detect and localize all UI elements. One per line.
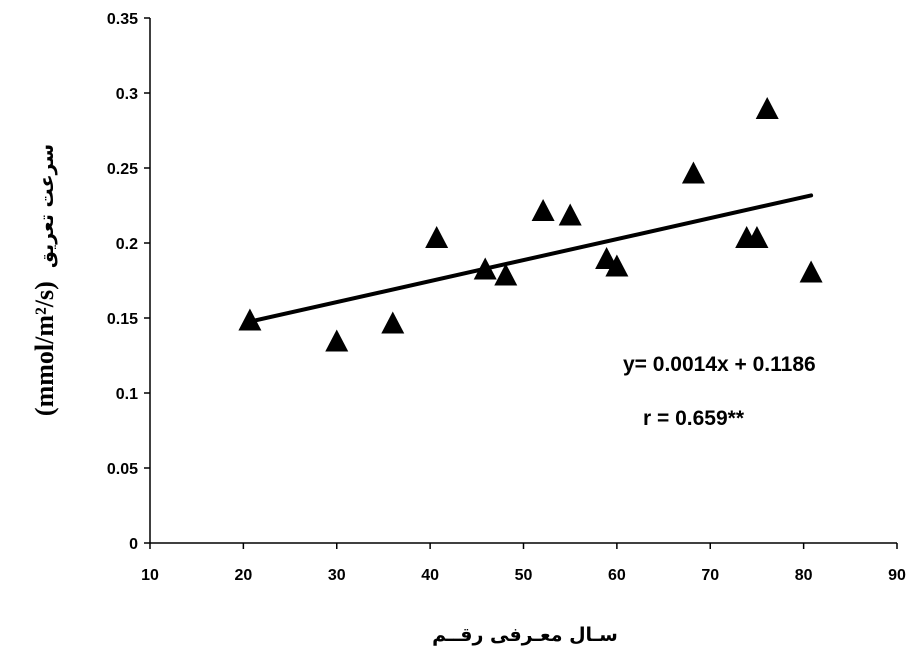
data-point <box>799 260 823 283</box>
r-annotation: r = 0.659** <box>643 407 745 430</box>
x-tick-label: 60 <box>608 567 626 584</box>
y-tick-label: 0 <box>129 536 138 553</box>
data-point <box>558 203 582 226</box>
y-tick-label: 0.05 <box>107 461 138 478</box>
x-tick-label: 70 <box>701 567 719 584</box>
y-axis-title-text: (mmol/m²/s) سرعت تعریق <box>30 144 59 416</box>
equation-annotation: y= 0.0014x + 0.1186 <box>623 353 816 376</box>
trendline-group <box>247 193 814 324</box>
data-point <box>605 254 629 277</box>
data-point <box>425 226 449 248</box>
y-tick-label: 0.25 <box>107 161 138 178</box>
x-tick-label: 80 <box>795 567 813 584</box>
y-axis-title: سرعت تعریق <box>36 144 58 268</box>
x-tick-label: 50 <box>515 567 533 584</box>
y-axis: 0 0.05 0.1 0.15 0.2 0.25 0.3 0.35 <box>107 11 151 553</box>
y-tick-label: 0.35 <box>107 11 138 28</box>
data-point <box>473 257 497 280</box>
y-axis-unit: (mmol/m²/s) <box>30 281 59 416</box>
data-point <box>745 226 769 248</box>
data-point <box>755 97 779 119</box>
y-tick-label: 0.2 <box>116 236 138 253</box>
x-axis: 10 20 30 40 50 60 70 80 90 <box>141 542 906 584</box>
y-axis-title-group: (mmol/m²/s) سرعت تعریق <box>30 144 59 416</box>
data-points <box>238 97 823 352</box>
data-point <box>531 199 555 221</box>
x-axis-title: سـال معـرفی رقــم <box>432 624 618 646</box>
x-tick-label: 90 <box>888 567 906 584</box>
trendline <box>247 193 814 324</box>
y-tick-label: 0.1 <box>116 386 138 403</box>
y-tick-label: 0.3 <box>116 86 138 103</box>
data-point <box>325 329 349 352</box>
x-tick-label: 40 <box>421 567 439 584</box>
data-point <box>494 263 518 286</box>
x-tick-label: 20 <box>234 567 252 584</box>
data-point <box>681 161 705 184</box>
y-tick-label: 0.15 <box>107 311 138 328</box>
x-tick-label: 10 <box>141 567 159 584</box>
x-tick-label: 30 <box>328 567 346 584</box>
data-point <box>238 308 262 331</box>
data-point <box>381 311 405 334</box>
